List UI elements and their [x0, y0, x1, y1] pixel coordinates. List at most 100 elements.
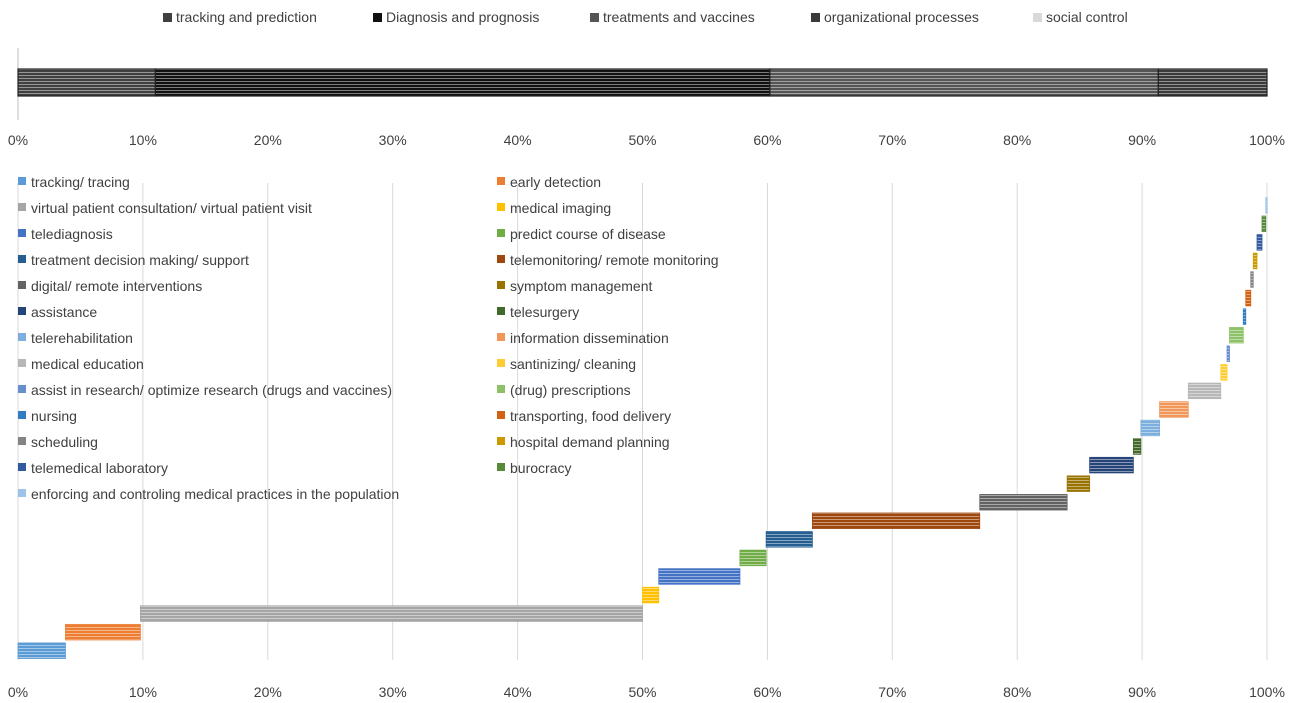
waterfall-bar-santinizing-cleaning [1220, 364, 1228, 381]
waterfall-bar-medical-education [1187, 382, 1222, 400]
waterfall-bar-treatment-decision-making-support [765, 531, 813, 548]
waterfall-bar-medical-imaging [642, 586, 660, 604]
legend-swatch-hospital-demand-planning [497, 437, 505, 445]
legend-label-telemedical-laboratory: telemedical laboratory [31, 460, 168, 476]
legend-label-telediagnosis: telediagnosis [31, 226, 113, 242]
legend-swatch-social-control [1033, 13, 1042, 22]
bottom-tick-label: 30% [379, 684, 407, 700]
bottom-tick-label: 70% [878, 684, 906, 700]
legend-label-tracking-and-prediction: tracking and prediction [176, 9, 317, 25]
bottom-tick-label: 100% [1249, 684, 1285, 700]
waterfall-bar-telemedical-laboratory [1256, 234, 1263, 251]
waterfall-bar-assist-in-research-optimize-research-drugs-and-vaccines [1226, 345, 1230, 362]
top-tick-label: 90% [1128, 132, 1156, 148]
bottom-tick-label: 80% [1003, 684, 1031, 700]
legend-swatch-nursing [18, 411, 26, 419]
legend-label-telemonitoring-remote-monitoring: telemonitoring/ remote monitoring [510, 252, 719, 268]
top-bar-diagnosis-and-prognosis [154, 68, 771, 97]
legend-swatch-scheduling [18, 437, 26, 445]
waterfall-bar-scheduling [1250, 271, 1254, 288]
waterfall-bar-assistance [1089, 456, 1134, 474]
waterfall-bar-telesurgery [1132, 438, 1142, 455]
legend-label-transporting-food-delivery: transporting, food delivery [510, 408, 671, 424]
legend-swatch-organizational-processes [811, 13, 820, 22]
legend-label-drug-prescriptions: (drug) prescriptions [510, 382, 631, 398]
legend-label-scheduling: scheduling [31, 434, 98, 450]
legend-label-medical-imaging: medical imaging [510, 200, 611, 216]
top-tick-label: 50% [628, 132, 656, 148]
waterfall-bar-information-dissemination [1159, 401, 1189, 418]
legend-label-symptom-management: symptom management [510, 278, 653, 294]
bottom-tick-label: 20% [254, 684, 282, 700]
bottom-tick-label: 40% [504, 684, 532, 700]
bottom-tick-label: 10% [129, 684, 157, 700]
waterfall-bar-telerehabilitation [1140, 419, 1160, 437]
legend-swatch-telemonitoring-remote-monitoring [497, 255, 505, 263]
waterfall-bar-drug-prescriptions [1229, 327, 1244, 344]
legend-swatch-early-detection [497, 177, 505, 185]
legend-swatch-telediagnosis [18, 229, 26, 237]
legend-swatch-symptom-management [497, 281, 505, 289]
top-bar-organizational-processes [1157, 68, 1268, 97]
waterfall-bar-digital-remote-interventions [979, 494, 1068, 511]
waterfall-bar-burocracy [1261, 215, 1267, 233]
legend-swatch-enforcing-and-controling-medical-practices-in-the-population [18, 489, 26, 497]
legend-swatch-assistance [18, 307, 26, 315]
legend-label-digital-remote-interventions: digital/ remote interventions [31, 278, 202, 294]
legend-swatch-telerehabilitation [18, 333, 26, 341]
top-tick-label: 70% [878, 132, 906, 148]
legend-label-treatment-decision-making-support: treatment decision making/ support [31, 252, 249, 268]
bottom-chart-legend: tracking/ tracing early detection virtual … [18, 174, 719, 502]
legend-swatch-telemedical-laboratory [18, 463, 26, 471]
legend-swatch-telesurgery [497, 307, 505, 315]
bottom-tick-label: 50% [628, 684, 656, 700]
top-tick-label: 40% [504, 132, 532, 148]
bottom-chart-x-axis: 0% 10% 20% 30% 40% 50% 60% 70% 80% 90% 100% [8, 684, 1285, 700]
legend-label-medical-education: medical education [31, 356, 144, 372]
top-tick-label: 30% [379, 132, 407, 148]
legend-swatch-santinizing-cleaning [497, 359, 505, 367]
top-tick-label: 100% [1249, 132, 1285, 148]
top-bar-tracking-and-prediction [17, 68, 156, 97]
legend-swatch-diagnosis-and-prognosis [373, 13, 382, 22]
legend-swatch-drug-prescriptions [497, 385, 505, 393]
top-stacked-bar-chart [17, 48, 1268, 120]
legend-swatch-information-dissemination [497, 333, 505, 341]
top-chart-x-axis: 0% 10% 20% 30% 40% 50% 60% 70% 80% 90% 100% [8, 132, 1285, 148]
top-chart-legend: tracking and prediction Diagnosis and pro… [163, 9, 1128, 25]
legend-swatch-tracking-and-prediction [163, 13, 172, 22]
legend-label-nursing: nursing [31, 408, 77, 424]
waterfall-bar-symptom-management [1066, 475, 1091, 492]
bottom-waterfall-chart [17, 197, 1268, 659]
waterfall-bar-transporting-food-delivery [1245, 289, 1252, 307]
legend-swatch-assist-in-research-optimize-research-drugs-and-vaccines [18, 385, 26, 393]
legend-label-treatments-and-vaccines: treatments and vaccines [603, 9, 755, 25]
top-bar-treatments-and-vaccines [769, 68, 1159, 97]
legend-swatch-digital-remote-interventions [18, 281, 26, 289]
legend-label-early-detection: early detection [510, 174, 601, 190]
waterfall-bar-tracking-tracing [17, 642, 66, 659]
waterfall-bar-virtual-patient-consultation-virtual-patient-visit [140, 605, 643, 622]
legend-swatch-transporting-food-delivery [497, 411, 505, 419]
legend-swatch-predict-course-of-disease [497, 229, 505, 237]
waterfall-bar-nursing [1242, 308, 1247, 325]
legend-swatch-medical-education [18, 359, 26, 367]
legend-swatch-burocracy [497, 463, 505, 471]
waterfall-bar-enforcing-and-controling-medical-practices-in-the-population [1265, 197, 1268, 214]
legend-label-assist-in-research-optimize-research-drugs-and-vaccines: assist in research/ optimize research (d… [31, 382, 392, 398]
waterfall-bar-early-detection [65, 623, 141, 641]
top-tick-label: 80% [1003, 132, 1031, 148]
waterfall-bar-telediagnosis [658, 568, 741, 585]
top-tick-label: 0% [8, 132, 28, 148]
legend-label-hospital-demand-planning: hospital demand planning [510, 434, 670, 450]
legend-label-social-control: social control [1046, 9, 1128, 25]
top-tick-label: 10% [129, 132, 157, 148]
bottom-tick-label: 90% [1128, 684, 1156, 700]
legend-swatch-treatment-decision-making-support [18, 255, 26, 263]
bottom-tick-label: 60% [753, 684, 781, 700]
legend-label-predict-course-of-disease: predict course of disease [510, 226, 666, 242]
legend-swatch-medical-imaging [497, 203, 505, 211]
waterfall-bar-telemonitoring-remote-monitoring [811, 512, 981, 529]
legend-label-information-dissemination: information dissemination [510, 330, 669, 346]
